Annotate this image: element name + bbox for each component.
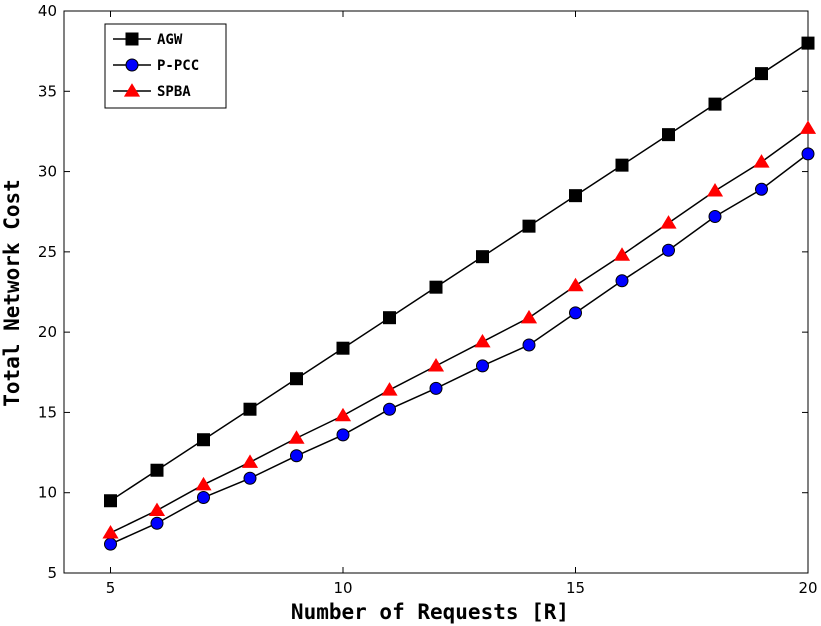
y-tick-label: 5	[47, 564, 57, 582]
legend-marker-p-pcc	[125, 58, 139, 72]
data-point-agw	[336, 341, 350, 355]
y-axis-title: Total Network Cost	[0, 179, 24, 407]
data-point-agw	[290, 372, 303, 386]
data-point-spba	[567, 277, 584, 292]
series-agw	[104, 36, 815, 508]
data-point-agw	[150, 463, 164, 477]
series-line-agw	[110, 42, 809, 502]
data-point-spba	[753, 154, 770, 168]
data-point-p-pcc	[662, 243, 675, 257]
data-point-agw	[755, 67, 768, 81]
data-point-agw	[662, 128, 675, 142]
data-point-agw	[383, 311, 396, 325]
data-point-spba	[102, 525, 119, 539]
data-point-p-pcc	[476, 359, 489, 373]
legend-item-p-pcc: P-PCC	[113, 58, 199, 74]
data-point-agw	[708, 97, 722, 111]
legend-item-spba: SPBA	[113, 83, 191, 100]
y-tick-label: 40	[38, 2, 57, 20]
data-point-agw	[801, 36, 815, 50]
x-tick-label: 20	[798, 579, 817, 597]
x-tick-label: 15	[566, 579, 585, 597]
y-tick-label: 15	[38, 403, 57, 421]
data-point-p-pcc	[383, 402, 396, 416]
data-point-p-pcc	[290, 449, 303, 463]
data-point-spba	[427, 358, 445, 372]
y-tick-label: 20	[38, 323, 57, 341]
data-point-agw	[243, 402, 257, 416]
data-point-agw	[615, 158, 629, 172]
data-point-agw	[104, 494, 117, 508]
data-point-spba	[241, 454, 259, 468]
data-point-p-pcc	[708, 210, 722, 224]
legend-label-p-pcc: P-PCC	[157, 58, 199, 74]
data-point-spba	[520, 309, 538, 324]
series-line-p-pcc	[110, 153, 809, 545]
plot-frame	[63, 10, 809, 574]
data-point-spba	[474, 333, 491, 348]
data-point-p-pcc	[801, 147, 815, 161]
data-point-spba	[195, 476, 212, 491]
data-point-spba	[660, 215, 677, 229]
data-point-p-pcc	[755, 182, 768, 196]
data-point-spba	[148, 502, 166, 517]
data-point-agw	[569, 189, 582, 203]
series-line-spba	[110, 127, 809, 534]
legend-box	[104, 23, 227, 109]
legend: AGW P-PCC SPBA	[104, 23, 227, 109]
data-point-spba	[288, 430, 305, 444]
data-point-p-pcc	[150, 516, 164, 530]
data-point-p-pcc	[615, 274, 629, 288]
data-point-agw	[476, 250, 489, 264]
series-layer	[102, 36, 817, 551]
series-spba	[102, 120, 817, 539]
y-tick-label: 30	[38, 163, 57, 181]
legend-item-agw: AGW	[113, 32, 183, 48]
data-point-spba	[381, 382, 398, 396]
y-tick-label: 35	[38, 82, 57, 100]
legend-label-agw: AGW	[157, 32, 183, 48]
data-point-p-pcc	[243, 471, 257, 485]
y-tick-label: 25	[38, 243, 57, 261]
plot-border	[63, 10, 809, 574]
x-axis-ticks: 5 10 15 20	[106, 11, 818, 597]
data-point-spba	[613, 247, 631, 261]
data-point-spba	[706, 183, 724, 197]
y-tick-label: 10	[38, 484, 57, 502]
data-point-agw	[522, 219, 536, 233]
data-point-p-pcc	[522, 338, 536, 352]
data-point-p-pcc	[569, 306, 582, 320]
x-tick-label: 5	[106, 579, 116, 597]
y-axis-ticks: 5 10 15 20 25 30 35 40	[38, 2, 808, 582]
data-point-p-pcc	[429, 381, 443, 395]
data-point-p-pcc	[104, 537, 117, 551]
data-point-p-pcc	[336, 428, 350, 442]
data-point-spba	[799, 120, 817, 134]
data-point-p-pcc	[197, 491, 210, 505]
series-p-pcc	[104, 147, 815, 551]
legend-label-spba: SPBA	[157, 84, 191, 100]
data-point-agw	[429, 280, 443, 294]
data-point-agw	[197, 433, 210, 447]
x-tick-label: 10	[333, 579, 352, 597]
legend-marker-spba	[123, 83, 141, 97]
data-point-spba	[334, 407, 352, 422]
legend-marker-agw	[125, 32, 139, 46]
x-axis-title: Number of Requests [R]	[291, 600, 569, 624]
